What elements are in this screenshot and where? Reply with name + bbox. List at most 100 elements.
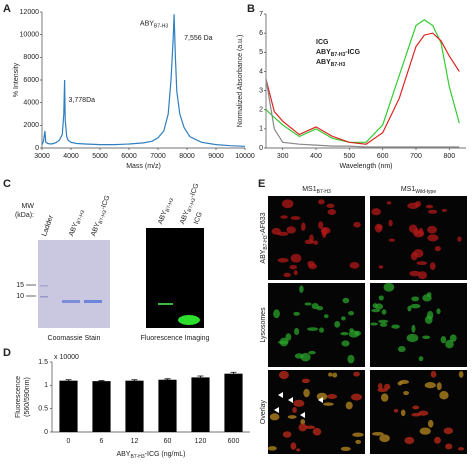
y-tick-label: 0.5 xyxy=(38,406,48,413)
error-bar xyxy=(230,371,237,376)
y-tick-label: 0 xyxy=(35,145,39,152)
cell xyxy=(316,306,324,311)
legend-entry-part: ABY xyxy=(316,49,331,56)
cell xyxy=(290,253,302,263)
cell xyxy=(383,282,395,292)
x-tick-label: 800 xyxy=(443,153,455,160)
cell xyxy=(411,324,416,333)
lane-label-part: -ICG xyxy=(100,195,112,211)
data-line xyxy=(265,79,460,148)
error-bar xyxy=(98,380,105,382)
cell xyxy=(342,297,350,304)
cell xyxy=(318,221,324,229)
cell xyxy=(349,261,360,269)
cell xyxy=(443,427,454,435)
cell xyxy=(332,372,338,378)
cell xyxy=(282,431,292,438)
cell xyxy=(424,382,436,389)
legend-entry-part: B7-H3 xyxy=(331,62,346,68)
micrograph xyxy=(370,196,467,280)
cell xyxy=(377,383,383,390)
lane-label-part: B7-H3 xyxy=(165,197,176,213)
x-tick-label: 12 xyxy=(131,438,139,445)
error-bar xyxy=(197,375,204,379)
annotation: 3,778Da xyxy=(69,97,96,104)
cell xyxy=(293,311,300,316)
x-tick-label: 5000 xyxy=(92,153,108,160)
cell xyxy=(419,427,431,435)
lane-label-part: ABY xyxy=(68,221,79,237)
cell xyxy=(407,305,412,312)
cell xyxy=(416,261,428,266)
cell xyxy=(429,262,436,271)
x-tick-label: 6 xyxy=(100,438,104,445)
cell xyxy=(283,272,291,278)
x-axis-label: Mass (m/z) xyxy=(126,163,161,170)
cell xyxy=(355,439,362,444)
cell xyxy=(319,327,325,333)
cell xyxy=(293,270,298,276)
legend-entry-part: -ICG xyxy=(345,49,360,56)
cell xyxy=(273,309,280,319)
cell xyxy=(386,201,392,205)
legend-entry-part: ABY xyxy=(316,59,331,66)
cell xyxy=(427,419,434,428)
cell xyxy=(449,334,457,342)
arrowhead xyxy=(318,397,323,403)
cell xyxy=(267,446,277,451)
cell xyxy=(279,337,289,347)
cell xyxy=(425,204,434,209)
cell xyxy=(345,401,353,410)
y-tick-label: 4 xyxy=(259,68,263,75)
caption: Coomassie Stain xyxy=(48,335,101,342)
legend-entry-part: ICG xyxy=(316,39,329,46)
cell xyxy=(277,257,289,263)
y-tick-label: 2 xyxy=(259,107,263,114)
y-axis-label: Normalized Absorbance (a.u.) xyxy=(237,35,244,128)
x-tick-label: 120 xyxy=(195,438,207,445)
lane-label-part: ABY xyxy=(90,221,101,237)
x-tick-label: 0 xyxy=(67,438,71,445)
y-tick-label: 8000 xyxy=(23,54,39,61)
y-axis-note: x 10000 xyxy=(54,354,79,361)
cell xyxy=(457,447,465,451)
cell xyxy=(436,382,442,391)
y-tick-label: 2000 xyxy=(23,122,39,129)
x-tick-label: 9000 xyxy=(208,153,224,160)
cell xyxy=(374,223,383,233)
cell xyxy=(378,319,389,324)
cell xyxy=(298,423,307,432)
cell xyxy=(427,209,438,214)
x-axis-label: Wavelength (nm) xyxy=(339,163,392,170)
data-line xyxy=(41,14,246,147)
cell xyxy=(377,388,388,393)
x-tick-label: 3000 xyxy=(34,153,50,160)
cell xyxy=(318,199,325,205)
lane-label-part: ABY xyxy=(179,209,190,225)
cell xyxy=(457,236,462,242)
mw-label: MW xyxy=(22,203,35,210)
column-label-part: MS1 xyxy=(401,186,416,193)
cell xyxy=(439,390,449,400)
column-label: MS1Wild-type xyxy=(401,186,436,195)
cell xyxy=(280,215,288,219)
cell xyxy=(424,315,433,324)
cell xyxy=(326,203,335,209)
cell xyxy=(353,221,361,228)
lane-label: Ladder xyxy=(41,214,55,238)
y-tick-label: 6000 xyxy=(23,77,39,84)
cell xyxy=(381,309,387,315)
micrograph xyxy=(268,370,365,454)
bar xyxy=(224,373,243,432)
cell xyxy=(418,356,424,362)
cell xyxy=(393,408,399,413)
bar xyxy=(158,379,177,432)
y-tick-label: 10000 xyxy=(20,32,40,39)
lane-label: ICG xyxy=(193,211,204,225)
gel-image xyxy=(38,240,110,328)
x-tick-label: 500 xyxy=(343,153,355,160)
cell xyxy=(422,335,431,340)
cell xyxy=(436,308,441,315)
gel-band xyxy=(158,303,173,305)
